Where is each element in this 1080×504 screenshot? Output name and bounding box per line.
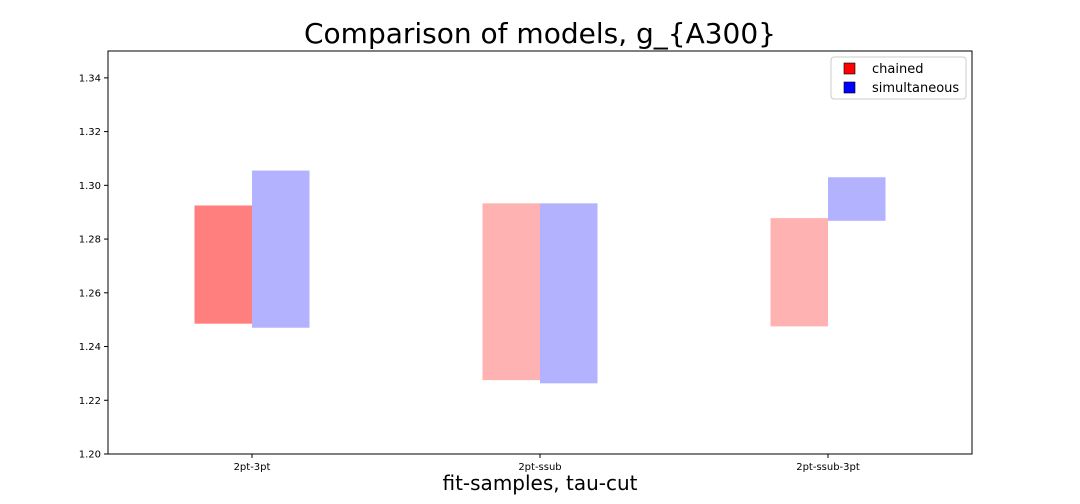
legend-swatch-chained xyxy=(843,62,856,75)
bar-chained-2pt-ssub-3pt xyxy=(770,218,828,327)
y-tick-label: 1.26 xyxy=(79,288,101,299)
chart-title: Comparison of models, g_{A300} xyxy=(304,17,776,50)
x-axis-label: fit-samples, tau-cut xyxy=(442,471,637,495)
bar-simultaneous-2pt-ssub-3pt xyxy=(828,177,886,221)
y-tick-label: 1.20 xyxy=(79,450,101,461)
legend-label-chained: chained xyxy=(872,62,923,77)
legend-swatch-simultaneous xyxy=(843,81,856,94)
y-tick-label: 1.22 xyxy=(79,396,101,407)
legend-box xyxy=(830,56,967,100)
x-tick-label-2pt-ssub-3pt: 2pt-ssub-3pt xyxy=(796,462,860,473)
y-tick-label: 1.30 xyxy=(79,181,101,192)
plot-bars xyxy=(194,170,886,384)
legend: chained simultaneous xyxy=(830,56,967,100)
y-tick-label: 1.24 xyxy=(79,342,101,353)
y-axis: 1.20 1.22 1.24 1.26 1.28 1.30 1.32 1.34 xyxy=(79,73,108,461)
bar-chained-2pt-3pt xyxy=(194,205,252,324)
y-tick-label: 1.34 xyxy=(79,73,101,84)
x-axis: 2pt-3pt 2pt-ssub 2pt-ssub-3pt xyxy=(234,454,860,473)
legend-label-simultaneous: simultaneous xyxy=(872,81,959,96)
bar-simultaneous-2pt-3pt xyxy=(252,170,310,328)
x-tick-label-2pt-ssub: 2pt-ssub xyxy=(518,462,561,473)
y-tick-label: 1.32 xyxy=(79,127,101,138)
bar-simultaneous-2pt-ssub xyxy=(540,203,598,384)
y-tick-label: 1.28 xyxy=(79,235,101,246)
bar-chained-2pt-ssub xyxy=(482,203,540,381)
x-tick-label-2pt-3pt: 2pt-3pt xyxy=(234,462,271,473)
